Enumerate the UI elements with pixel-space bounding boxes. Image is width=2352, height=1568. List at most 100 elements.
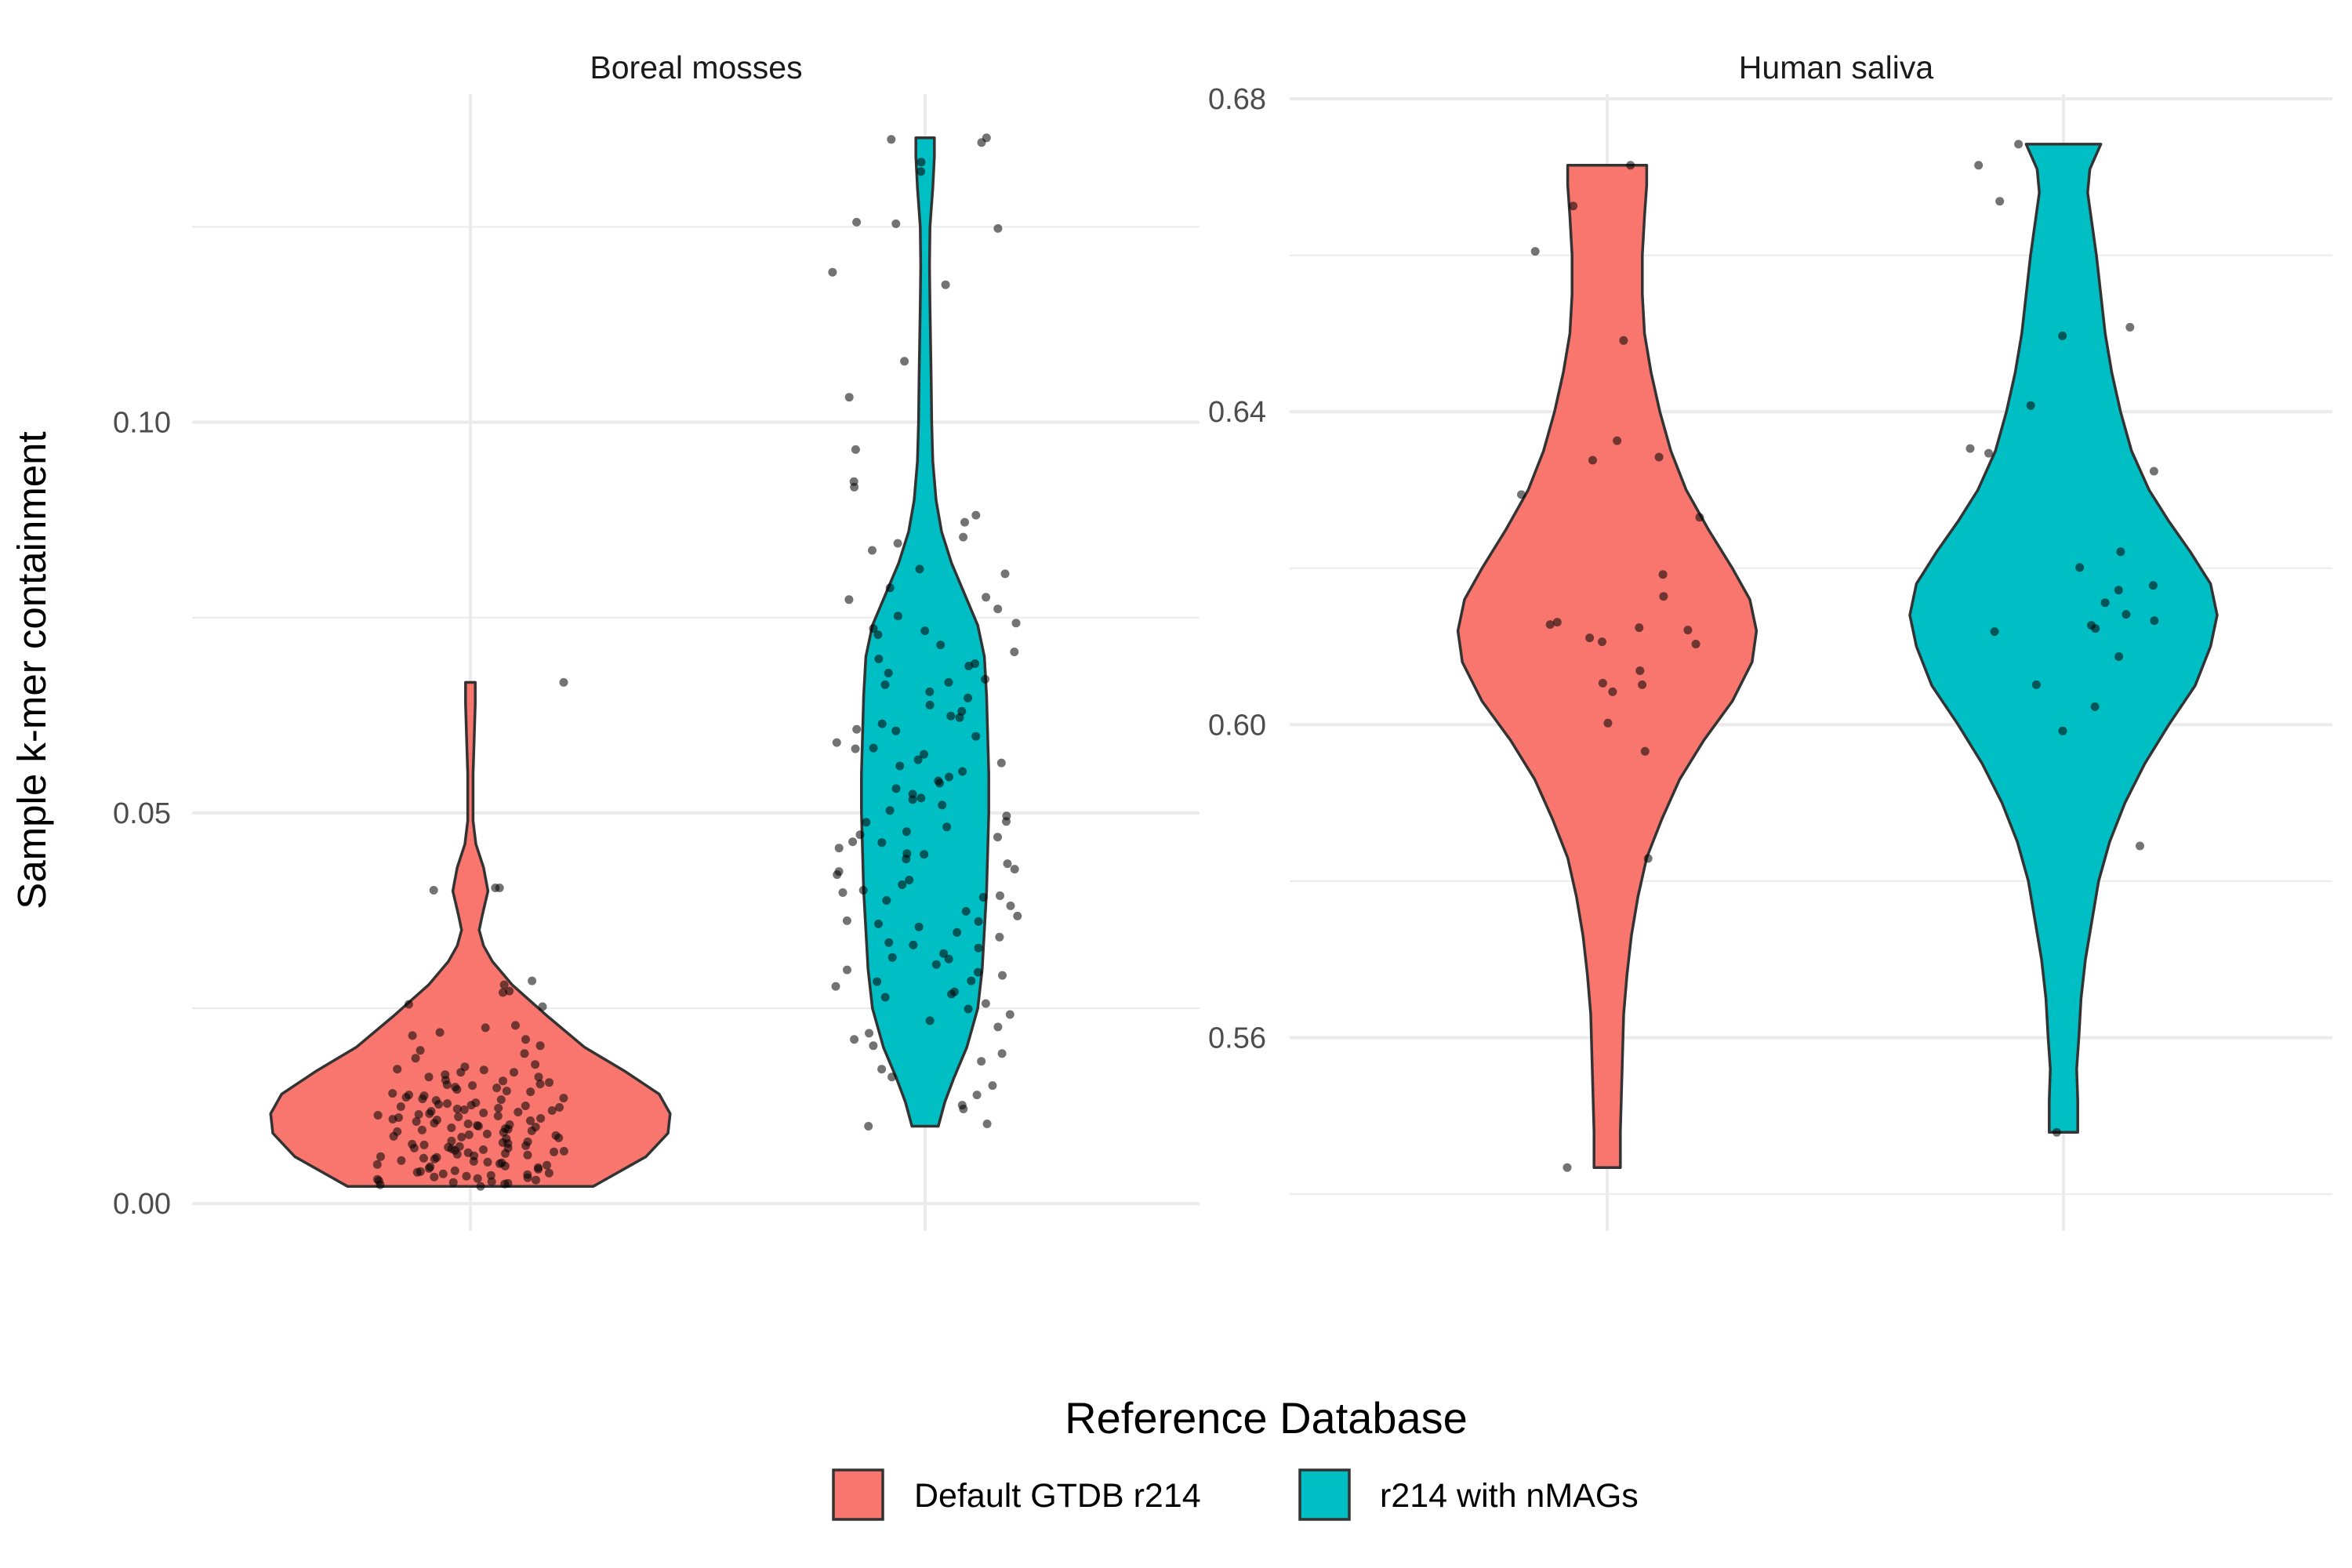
- data-point: [500, 1179, 510, 1189]
- data-point: [2058, 331, 2067, 340]
- data-point: [884, 938, 894, 947]
- data-point: [1683, 626, 1693, 635]
- data-point: [424, 1073, 434, 1082]
- data-point: [1002, 817, 1011, 826]
- data-point: [868, 546, 877, 555]
- data-point: [397, 1156, 406, 1165]
- data-point: [993, 833, 1002, 842]
- data-point: [545, 1078, 554, 1087]
- data-point: [463, 1120, 473, 1128]
- data-point: [523, 1150, 532, 1160]
- data-point: [521, 1102, 530, 1110]
- data-point: [977, 1057, 986, 1066]
- legend: Reference Database Default GTDB r214 r21…: [832, 1393, 1639, 1521]
- data-point: [1619, 336, 1628, 345]
- data-point: [865, 1029, 873, 1038]
- data-point: [502, 1087, 511, 1096]
- data-point: [998, 971, 1007, 980]
- data-point: [469, 1156, 478, 1166]
- y-tick-label: 0.60: [1208, 709, 1266, 742]
- data-point: [828, 267, 837, 277]
- violin-boreal-mosses-default-gtdb-r214: [269, 681, 672, 1188]
- data-point: [1608, 687, 1617, 696]
- data-point: [974, 916, 983, 926]
- data-point: [934, 776, 943, 786]
- y-tick-label: 0.64: [1208, 396, 1266, 429]
- data-point: [981, 999, 990, 1008]
- data-point: [844, 393, 854, 402]
- data-point: [851, 744, 860, 753]
- data-point: [454, 1112, 463, 1121]
- data-point: [479, 1109, 488, 1117]
- data-point: [447, 1123, 456, 1132]
- data-point: [880, 680, 890, 689]
- data-point: [482, 1129, 492, 1138]
- data-point: [953, 927, 962, 937]
- data-point: [993, 1022, 1003, 1032]
- data-point: [1585, 633, 1595, 643]
- data-point: [503, 1143, 513, 1152]
- facet-boreal-mosses: 0.00 0.05 0.10 Boreal mosses: [113, 49, 1200, 1231]
- data-point: [492, 1083, 502, 1093]
- data-point: [1588, 456, 1597, 465]
- data-point: [996, 891, 1004, 900]
- data-point: [964, 693, 973, 702]
- data-point: [916, 158, 926, 167]
- data-point: [1643, 854, 1653, 863]
- data-point: [388, 1089, 397, 1098]
- data-point: [831, 982, 840, 991]
- data-point: [544, 1168, 554, 1178]
- data-point: [873, 977, 882, 986]
- data-point: [535, 1080, 545, 1089]
- data-point: [1659, 592, 1668, 601]
- y-tick-label: 0.56: [1208, 1022, 1266, 1055]
- data-point: [2052, 1127, 2061, 1137]
- data-point: [1569, 201, 1578, 211]
- data-point: [499, 980, 509, 989]
- data-point: [915, 564, 924, 574]
- data-point: [2026, 401, 2035, 410]
- data-point: [891, 219, 901, 228]
- data-point: [842, 916, 851, 925]
- data-point: [514, 1108, 523, 1116]
- data-point: [914, 922, 924, 931]
- data-point: [448, 1178, 458, 1187]
- data-point: [909, 940, 918, 949]
- data-point: [945, 772, 953, 782]
- data-point: [372, 1174, 382, 1184]
- data-point: [885, 806, 895, 815]
- y-tick-label: 0.05: [113, 797, 171, 830]
- data-point: [500, 1161, 510, 1171]
- data-point: [887, 135, 896, 144]
- data-point: [1654, 452, 1664, 462]
- data-point: [1695, 513, 1704, 522]
- data-point: [885, 583, 895, 593]
- data-point: [1626, 161, 1635, 170]
- data-point: [1984, 448, 1993, 458]
- data-point: [844, 595, 854, 604]
- data-point: [902, 827, 911, 837]
- data-point: [2122, 610, 2131, 619]
- data-point: [526, 1087, 535, 1097]
- data-point: [473, 1174, 482, 1183]
- data-point: [2125, 322, 2135, 332]
- data-point: [2031, 680, 2041, 689]
- data-point: [900, 357, 909, 366]
- data-point: [471, 1098, 481, 1108]
- legend-label-default-gtdb: Default GTDB r214: [914, 1477, 1201, 1515]
- data-point: [880, 993, 890, 1002]
- data-point: [869, 743, 878, 753]
- data-point: [958, 767, 967, 776]
- data-point: [942, 822, 952, 832]
- data-point: [534, 1073, 543, 1082]
- y-tick-label: 0.00: [113, 1188, 171, 1221]
- data-point: [533, 1163, 543, 1172]
- data-point: [450, 1166, 459, 1175]
- data-point: [959, 532, 968, 542]
- data-point: [438, 1169, 448, 1178]
- data-point: [511, 1021, 520, 1030]
- data-point: [1658, 570, 1668, 579]
- data-point: [547, 1106, 557, 1115]
- data-point: [1517, 490, 1526, 499]
- data-point: [543, 1160, 551, 1170]
